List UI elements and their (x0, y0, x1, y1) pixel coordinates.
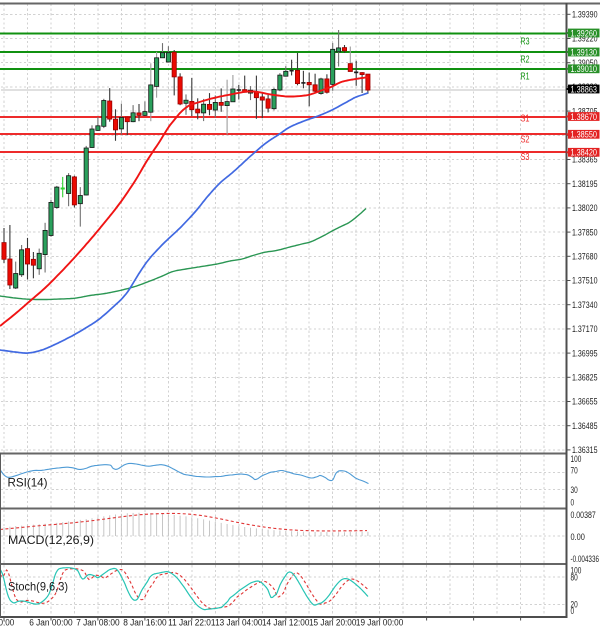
svg-text:1.36315: 1.36315 (572, 445, 598, 455)
svg-text:8 Jan 16:00: 8 Jan 16:00 (123, 618, 167, 628)
svg-text:Stoch(9,6,3): Stoch(9,6,3) (8, 580, 68, 594)
svg-text:S1: S1 (521, 114, 530, 125)
svg-text:RSI(14): RSI(14) (8, 476, 48, 490)
svg-text:R3: R3 (521, 37, 530, 48)
svg-text:80: 80 (571, 573, 578, 583)
svg-text:1.36995: 1.36995 (572, 348, 598, 358)
svg-text:1.38550: 1.38550 (571, 130, 598, 140)
svg-text:R1: R1 (521, 72, 530, 83)
svg-text:1.39260: 1.39260 (571, 28, 598, 38)
svg-text:1.38705: 1.38705 (572, 106, 598, 116)
svg-text:1.39390: 1.39390 (572, 10, 598, 20)
svg-text:100: 100 (571, 566, 582, 576)
svg-text:1.38195: 1.38195 (572, 179, 598, 189)
svg-text:1.38863: 1.38863 (571, 84, 598, 94)
svg-text:1.37510: 1.37510 (572, 276, 598, 286)
svg-text:1.36655: 1.36655 (572, 397, 598, 407)
svg-text:0: 0 (571, 497, 575, 507)
svg-text:6 Jan 00:00: 6 Jan 00:00 (29, 618, 72, 628)
svg-text:MACD(12,26,9): MACD(12,26,9) (8, 533, 94, 547)
svg-text:1.38365: 1.38365 (572, 155, 598, 165)
svg-text:S3: S3 (521, 152, 530, 163)
svg-text:1.39010: 1.39010 (571, 64, 598, 74)
svg-text:R2: R2 (521, 55, 530, 66)
svg-text:1.39130: 1.39130 (571, 47, 598, 57)
svg-text:-0.004336: -0.004336 (571, 554, 600, 564)
svg-text:30: 30 (571, 485, 578, 495)
svg-text:1.36485: 1.36485 (572, 421, 598, 431)
svg-text:1.39220: 1.39220 (572, 34, 598, 44)
svg-text:1.38420: 1.38420 (571, 148, 598, 158)
svg-text:19 Jan 00:00: 19 Jan 00:00 (356, 618, 403, 628)
svg-text:1.37680: 1.37680 (572, 252, 598, 262)
svg-text:1.36825: 1.36825 (572, 373, 598, 383)
svg-text:0.00387: 0.00387 (571, 510, 596, 520)
svg-text:1.39050: 1.39050 (572, 58, 598, 68)
svg-text:14 Jan 12:00: 14 Jan 12:00 (262, 618, 309, 628)
svg-text:1.38020: 1.38020 (572, 203, 598, 213)
svg-text:13 Jan 04:00: 13 Jan 04:00 (215, 618, 262, 628)
svg-text:0:00: 0:00 (0, 618, 14, 628)
svg-text:1.37340: 1.37340 (572, 300, 598, 310)
svg-text:1.37850: 1.37850 (572, 227, 598, 237)
svg-text:7 Jan 08:00: 7 Jan 08:00 (76, 618, 120, 628)
svg-text:70: 70 (571, 466, 578, 476)
svg-text:1.37170: 1.37170 (572, 324, 598, 334)
svg-text:S2: S2 (521, 135, 530, 146)
svg-text:1.38670: 1.38670 (571, 112, 598, 122)
svg-text:100: 100 (571, 454, 582, 464)
svg-text:0: 0 (571, 606, 575, 616)
svg-text:0.00: 0.00 (571, 532, 585, 542)
svg-text:11 Jan 22:01: 11 Jan 22:01 (168, 618, 215, 628)
svg-text:20: 20 (571, 600, 578, 610)
svg-text:15 Jan 20:00: 15 Jan 20:00 (309, 618, 356, 628)
